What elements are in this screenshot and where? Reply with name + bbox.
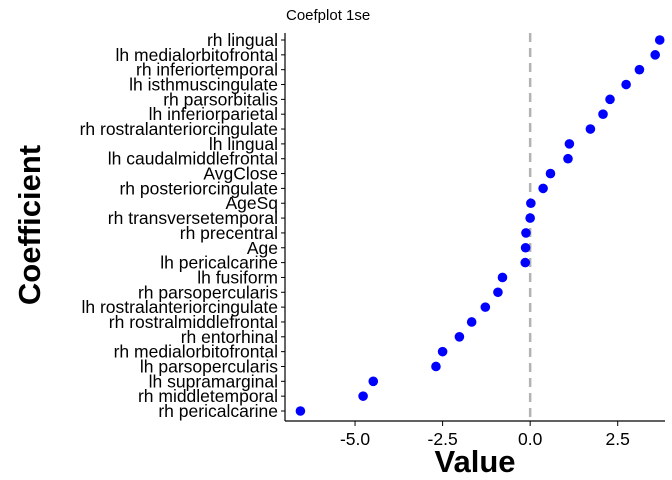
x-tick-label: -2.5 [428,429,458,449]
y-tick-label: lh isthmuscingulate [129,75,278,95]
x-tick-label: 2.5 [606,429,630,449]
data-point [368,376,379,387]
y-tick-label: AvgClose [203,164,278,184]
y-tick-label: Age [247,238,278,258]
data-point [526,198,536,209]
y-axis-title: Coefficient [12,145,47,305]
data-point [520,257,531,268]
y-tick-label: rh middletemporal [138,386,278,406]
data-point [437,346,448,357]
chart-title: Coefplot 1se [286,7,370,24]
data-point [538,183,548,194]
data-point [454,332,465,342]
x-tick-label: 0.0 [518,429,543,449]
y-tick-label: rh transversetemporal [108,208,278,228]
data-point [497,272,508,283]
data-point [493,287,503,298]
data-point [466,317,477,327]
data-point [634,64,645,75]
x-axis-title: Value [435,444,516,479]
data-point [605,94,615,105]
data-point [358,391,368,401]
data-point [431,361,441,372]
y-tick-label: rh medialorbitofrontal [114,342,278,362]
y-tick-label: AgeSq [225,193,278,213]
y-tick-label: rh rostralmiddlefrontal [109,312,278,332]
y-tick-label: lh caudalmiddlefrontal [108,149,278,169]
y-tick-label: lh supramarginal [149,371,278,391]
data-point [295,406,306,416]
y-tick-label: rh entorhinal [181,327,278,347]
axes [284,33,665,422]
data-point [650,50,660,60]
y-tick-label: rh parsorbitalis [163,89,278,109]
y-tick-label: rh precentral [180,223,278,243]
data-point [525,213,535,223]
data-point [520,242,531,253]
data-point [545,168,556,179]
x-tick-label: -5.0 [340,429,370,449]
y-tick-label: rh lingual [207,30,278,50]
x-axis-ticks: -5.0 -2.5 0.0 2.5 [340,421,630,449]
data-point [621,79,631,90]
y-tick-label: rh rostralanteriorcingulate [80,119,278,139]
y-tick-label: rh posteriorcingulate [119,178,278,198]
data-point [521,228,531,238]
y-tick-label: rh pericalcarine [158,401,278,421]
y-tick-label: rh parsopercularis [138,282,278,302]
data-point [564,139,575,149]
data-point [480,302,491,312]
data-point [563,153,573,164]
y-tick-label: lh fusiform [197,267,278,287]
data-point [585,124,596,134]
y-tick-label: lh lingual [209,134,278,154]
data-point [654,35,665,45]
data-points [295,35,665,416]
y-tick-label: lh medialorbitofrontal [116,45,278,65]
y-tick-label: rh inferiortemporal [136,60,278,80]
y-tick-label: lh parsopercularis [140,356,278,376]
data-point [598,109,608,119]
y-tick-label: lh inferiorparietal [149,104,278,124]
y-tick-label: lh pericalcarine [160,253,278,273]
y-tick-label: lh rostralanteriorcingulate [82,297,279,317]
